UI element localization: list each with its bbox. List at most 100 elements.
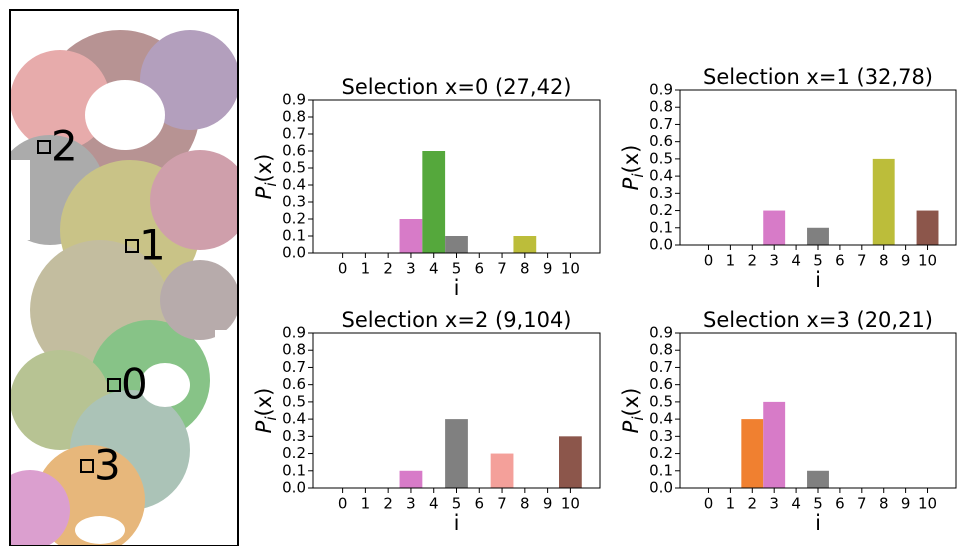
bar	[422, 151, 445, 253]
x-tick-label: 2	[383, 495, 393, 513]
y-tick-label: 0.1	[282, 227, 306, 245]
x-tick-label: 0	[338, 260, 348, 278]
x-tick-label: 1	[726, 495, 736, 513]
bar	[491, 454, 514, 488]
x-tick-label: 3	[406, 495, 416, 513]
y-tick-label: 0.7	[649, 115, 673, 133]
y-tick-label: 0.8	[649, 341, 673, 359]
bar	[917, 211, 939, 245]
x-tick-label: 5	[452, 260, 462, 278]
y-tick-label: 0.5	[282, 392, 306, 410]
x-tick-label: 7	[497, 260, 507, 278]
x-tick-label: 0	[704, 495, 714, 513]
y-tick-label: 0.1	[649, 218, 673, 236]
x-tick-label: 5	[452, 495, 462, 513]
x-tick-label: 8	[879, 252, 889, 270]
y-label-rest: (x)	[619, 145, 643, 174]
y-tick-label: 0.9	[649, 81, 673, 99]
y-tick-label: 0.2	[649, 201, 673, 219]
y-label-base: P	[619, 177, 643, 190]
bar	[559, 436, 582, 488]
bar	[400, 471, 423, 488]
y-axis-label: Pi(x)	[619, 145, 647, 191]
y-tick-label: 0.4	[649, 410, 673, 428]
x-tick-label: 10	[561, 495, 580, 513]
x-tick-label: 3	[769, 495, 779, 513]
x-tick-label: 10	[561, 260, 580, 278]
chart-title: Selection x=1 (32,78)	[703, 65, 933, 89]
y-label-rest: (x)	[619, 388, 643, 417]
x-tick-label: 5	[813, 252, 823, 270]
x-tick-label: 4	[791, 495, 801, 513]
y-tick-label: 0.2	[282, 210, 306, 228]
y-label-rest: (x)	[252, 154, 276, 183]
y-tick-label: 0.0	[282, 244, 306, 262]
bar	[513, 236, 536, 253]
bar	[445, 419, 468, 488]
chart-title: Selection x=2 (9,104)	[341, 308, 571, 332]
chart-title: Selection x=3 (20,21)	[703, 308, 933, 332]
y-label-base: P	[252, 420, 276, 433]
y-tick-label: 0.5	[649, 392, 673, 410]
x-tick-label: 8	[520, 495, 530, 513]
y-tick-label: 0.2	[282, 444, 306, 462]
x-tick-label: 3	[769, 252, 779, 270]
y-tick-label: 0.7	[282, 358, 306, 376]
y-tick-label: 0.4	[649, 167, 673, 185]
x-axis-label: i	[454, 276, 460, 300]
x-tick-label: 6	[475, 260, 485, 278]
y-axis-label: Pi(x)	[252, 388, 280, 434]
y-tick-label: 0.0	[649, 479, 673, 497]
y-axis-label: Pi(x)	[619, 388, 647, 434]
y-tick-label: 0.9	[282, 91, 306, 109]
x-tick-label: 6	[835, 495, 845, 513]
marker-label: 2	[51, 122, 78, 171]
x-tick-label: 6	[475, 495, 485, 513]
bar	[807, 228, 829, 245]
x-tick-label: 8	[879, 495, 889, 513]
y-tick-label: 0.9	[282, 324, 306, 342]
x-tick-label: 9	[543, 260, 553, 278]
y-tick-label: 0.3	[649, 184, 673, 202]
x-tick-label: 9	[901, 252, 911, 270]
y-tick-label: 0.5	[282, 159, 306, 177]
axes-frame	[680, 90, 956, 245]
x-tick-label: 8	[520, 260, 530, 278]
x-axis-label: i	[815, 268, 821, 292]
y-tick-label: 0.6	[282, 375, 306, 393]
marker-label: 0	[121, 360, 148, 409]
x-tick-label: 0	[704, 252, 714, 270]
bar	[763, 211, 785, 245]
y-tick-label: 0.6	[649, 375, 673, 393]
page: {"image": {"markers": [{"label": "2"}, {…	[0, 0, 960, 546]
y-tick-label: 0.9	[649, 324, 673, 342]
figure: 21030.00.10.20.30.40.50.60.70.80.9012345…	[0, 0, 960, 546]
x-tick-label: 1	[361, 495, 371, 513]
bar	[763, 402, 785, 488]
x-tick-label: 2	[748, 495, 758, 513]
y-tick-label: 0.4	[282, 176, 306, 194]
bar	[807, 471, 829, 488]
x-tick-label: 2	[383, 260, 393, 278]
y-tick-label: 0.6	[282, 142, 306, 160]
x-tick-label: 4	[429, 260, 439, 278]
y-tick-label: 0.8	[282, 341, 306, 359]
y-tick-label: 0.3	[649, 427, 673, 445]
x-tick-label: 6	[835, 252, 845, 270]
y-tick-label: 0.0	[282, 479, 306, 497]
bar	[741, 419, 763, 488]
y-tick-label: 0.5	[649, 149, 673, 167]
x-tick-label: 7	[857, 495, 867, 513]
x-tick-label: 9	[543, 495, 553, 513]
y-tick-label: 0.3	[282, 193, 306, 211]
axes-frame	[313, 100, 600, 253]
y-tick-label: 0.1	[649, 461, 673, 479]
bar	[873, 159, 895, 245]
x-tick-label: 0	[338, 495, 348, 513]
x-tick-label: 3	[406, 260, 416, 278]
bar	[445, 236, 468, 253]
y-label-base: P	[619, 420, 643, 433]
x-tick-label: 1	[361, 260, 371, 278]
x-axis-label: i	[454, 511, 460, 535]
y-tick-label: 0.3	[282, 427, 306, 445]
